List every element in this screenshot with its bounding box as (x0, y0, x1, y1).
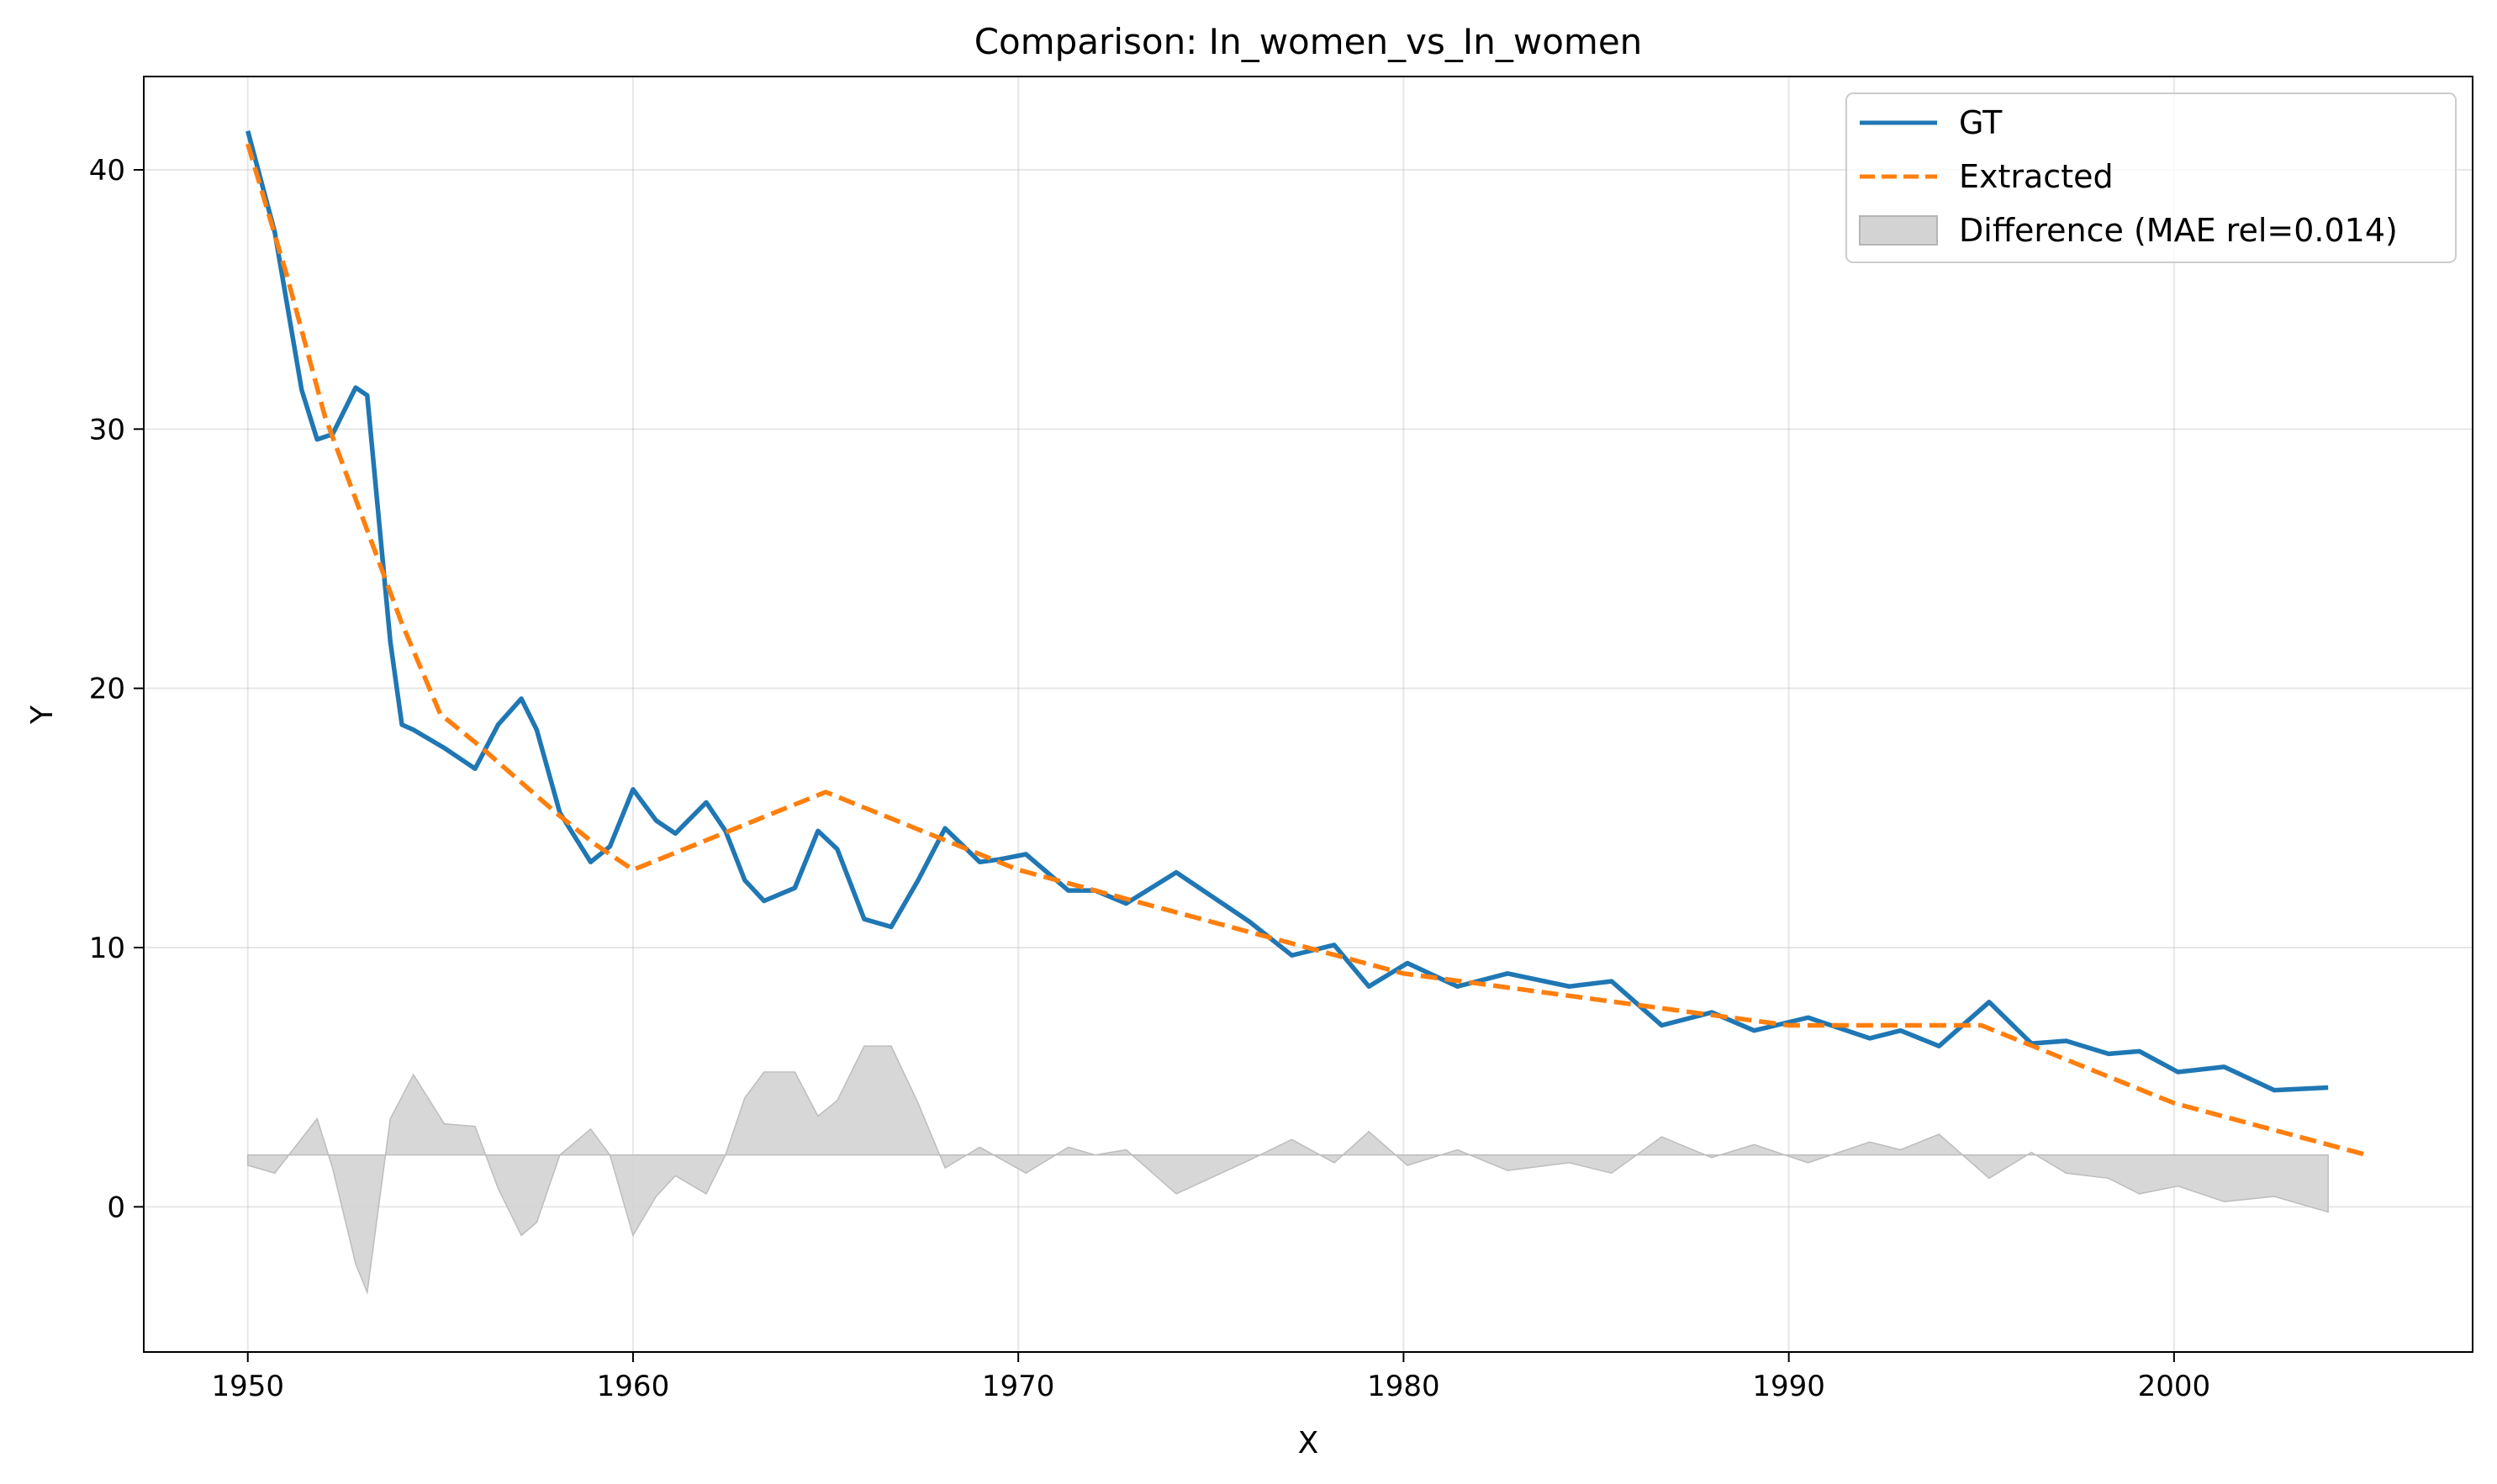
legend-label-difference: Difference (MAE rel=0.014) (1959, 212, 2398, 249)
ticks: 1950 1960 1970 1980 1990 2000 0 10 20 30 40 (89, 154, 2210, 1403)
legend-box (1845, 92, 2457, 263)
y-tick-label: 40 (89, 154, 125, 187)
y-axis-label: Y (25, 705, 60, 725)
legend-swatch-difference (1859, 215, 1938, 246)
x-tick-label: 1950 (211, 1370, 284, 1403)
y-tick-label: 20 (89, 673, 125, 706)
difference-area (246, 1045, 2329, 1295)
legend-label-extracted: Extracted (1959, 158, 2114, 195)
y-tick-label: 10 (89, 932, 125, 965)
chart-title: Comparison: In_women_vs_In_women (974, 21, 1643, 62)
legend-label-gt: GT (1959, 104, 2003, 141)
y-tick-label: 30 (89, 413, 125, 446)
y-tick-label: 0 (107, 1191, 125, 1224)
series-line-extracted (245, 143, 2368, 1158)
x-tick-label: 1960 (597, 1370, 670, 1403)
x-tick-label: 2000 (2138, 1370, 2211, 1403)
x-tick-label: 1970 (982, 1370, 1055, 1403)
plot-frame (143, 76, 2473, 1353)
x-tick-label: 1990 (1752, 1370, 1825, 1403)
x-tick-label: 1980 (1367, 1370, 1440, 1403)
legend: GT Extracted Difference (MAE rel=0.014) (1845, 92, 2457, 263)
x-axis-label: X (1298, 1426, 1319, 1460)
difference-area-layer (246, 1045, 2329, 1295)
lines-layer (245, 130, 2368, 1158)
